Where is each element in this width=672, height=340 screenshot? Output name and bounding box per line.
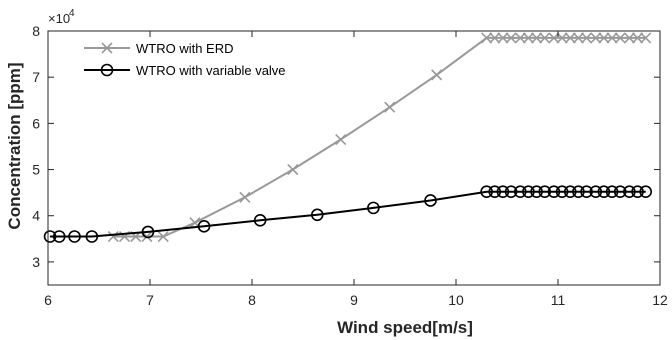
series-1-point — [157, 230, 169, 243]
series-2-point — [513, 185, 527, 199]
y-tick-label: 3 — [32, 254, 40, 270]
series-2-point — [538, 185, 552, 199]
series-1-point — [107, 230, 119, 243]
y-multiplier: ×10 — [48, 11, 70, 26]
series-2-point — [253, 214, 267, 227]
series-2-point — [43, 230, 57, 243]
series-1-point — [590, 32, 602, 44]
series-2-point — [504, 185, 518, 199]
y-axis-label: Concentration [ppm] — [5, 62, 24, 229]
x-tick-label: 8 — [248, 292, 256, 308]
series-1-point — [614, 32, 626, 44]
legend-label-1: WTRO with ERD — [136, 41, 234, 56]
series-2-point — [605, 185, 619, 199]
series-1-point — [623, 32, 635, 44]
series-2-point — [496, 185, 510, 199]
series-1-point — [572, 32, 584, 44]
x-tick-label: 7 — [146, 292, 154, 308]
y-tick-label: 8 — [32, 23, 40, 39]
legend-marker-2 — [100, 63, 114, 77]
series-1-point — [531, 32, 543, 44]
series-1-point — [606, 32, 618, 44]
x-axis-label: Wind speed[m/s] — [337, 318, 473, 337]
legend-label-2: WTRO with variable valve — [136, 63, 286, 78]
series-2-point — [547, 185, 561, 199]
series-1-point — [539, 32, 551, 44]
series-1-point — [431, 69, 443, 81]
y-tick-label: 6 — [32, 115, 40, 131]
series-1-point — [505, 32, 517, 44]
series-2-point — [597, 185, 611, 199]
series-1-point — [239, 191, 251, 203]
series-1-point — [384, 101, 396, 113]
series-1-point — [556, 32, 568, 44]
series-2-point — [572, 185, 585, 199]
series-1-point — [548, 32, 560, 44]
series-2-point — [85, 230, 99, 243]
y-tick-label: 4 — [32, 208, 40, 224]
series-1-point — [564, 32, 576, 44]
series-1-point — [640, 32, 652, 44]
series-2-point — [310, 208, 324, 222]
series-2-point — [555, 185, 569, 199]
series-2-point — [530, 185, 543, 199]
y-tick-label: 5 — [32, 162, 40, 178]
series-2-point — [52, 230, 66, 243]
y-exponent: 4 — [69, 8, 75, 19]
series-2-point — [367, 201, 380, 215]
x-tick-label: 11 — [551, 292, 566, 308]
series-2-point — [563, 185, 577, 199]
series-1-point — [580, 32, 593, 44]
series-1-point — [497, 32, 509, 44]
series-2-point — [639, 185, 653, 199]
series-2-point — [589, 185, 603, 199]
x-tick-label: 12 — [652, 292, 668, 308]
axes: 6 7 8 9 10 11 12 3 4 5 6 7 8 — [32, 23, 668, 308]
series-2-point — [141, 225, 155, 239]
series-2-point — [631, 185, 644, 199]
y-tick-label: 7 — [32, 69, 40, 85]
x-tick-label: 6 — [44, 292, 52, 308]
series-line-2 — [50, 190, 646, 238]
series-1-point — [489, 32, 501, 44]
series-2-point — [613, 185, 627, 199]
series-2-point — [522, 185, 535, 199]
x-tick-label: 10 — [448, 292, 464, 308]
series-2-point — [580, 185, 593, 199]
series-2-point — [197, 220, 211, 233]
series-1-point — [598, 32, 610, 44]
legend-marker-1 — [101, 42, 113, 54]
x-tick-label: 9 — [350, 292, 358, 308]
series-2-point — [68, 230, 81, 243]
series-2-point — [424, 194, 437, 207]
series-2-point — [480, 185, 493, 199]
series-1-point — [631, 32, 644, 44]
legend: WTRO with ERD WTRO with variable valve — [84, 41, 286, 78]
series-1-point — [287, 163, 299, 176]
series-1-point — [481, 32, 493, 44]
series-2-point — [623, 185, 636, 199]
series-1-point — [522, 32, 534, 44]
series-2-point — [488, 185, 502, 199]
plot-marks — [43, 32, 653, 243]
series-1-point — [335, 133, 347, 146]
series-1-point — [514, 32, 526, 44]
